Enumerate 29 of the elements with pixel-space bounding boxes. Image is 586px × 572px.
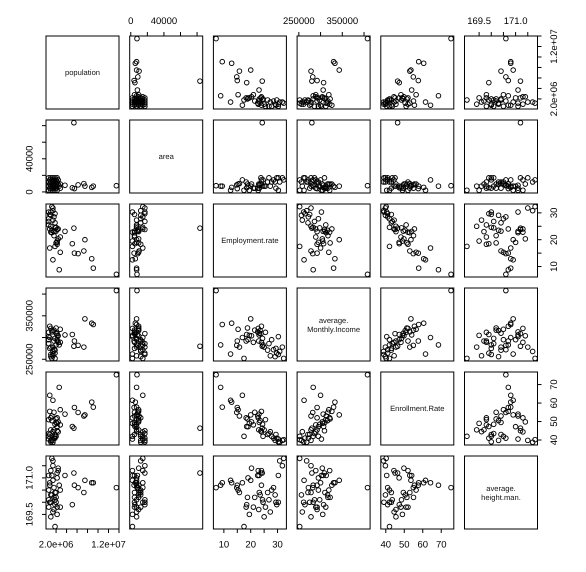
x-tick-label: 40 xyxy=(380,540,392,551)
y-tick-label: 10 xyxy=(549,261,560,272)
y-tick-label: 250000 xyxy=(24,343,36,376)
x-tick-label: 70 xyxy=(436,540,447,551)
y-tick-label: 2.0e+06 xyxy=(549,82,560,116)
y-tick-label: 40 xyxy=(549,434,560,446)
y-tick-label: 350000 xyxy=(24,300,36,332)
x-tick-label: 30 xyxy=(272,540,283,551)
x-tick-label: 10 xyxy=(218,540,230,551)
x-tick-label: 50 xyxy=(398,540,410,551)
y-tick-label: 60 xyxy=(549,398,560,408)
x-tick-label: 171.0 xyxy=(504,16,528,27)
y-tick-label: 40000 xyxy=(24,146,36,172)
x-tick-label: 250000 xyxy=(282,16,315,27)
x-tick-label: 2.0e+06 xyxy=(38,540,74,551)
x-tick-label: 350000 xyxy=(326,16,358,27)
y-tick-label: 0 xyxy=(24,189,36,195)
y-tick-label: 30 xyxy=(549,208,560,218)
x-tick-label: 40000 xyxy=(150,16,178,27)
y-tick-label: 169.5 xyxy=(24,502,36,526)
x-tick-label: 60 xyxy=(417,540,428,551)
y-tick-label: 171.0 xyxy=(24,466,36,490)
x-tick-label: 169.5 xyxy=(467,16,491,27)
x-tick-label: 0 xyxy=(128,16,134,27)
x-tick-label: 1.2e+07 xyxy=(91,540,126,551)
x-tick-label: 20 xyxy=(245,540,256,551)
y-tick-label: 50 xyxy=(549,416,560,427)
y-tick-label: 20 xyxy=(549,234,560,245)
y-tick-label: 70 xyxy=(549,379,560,390)
